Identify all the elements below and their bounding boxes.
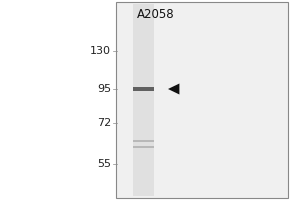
Text: 55: 55 <box>97 159 111 169</box>
Polygon shape <box>168 84 179 95</box>
Bar <box>116 2 288 198</box>
Text: 72: 72 <box>97 118 111 128</box>
Bar <box>134 87 154 91</box>
Text: 130: 130 <box>90 46 111 56</box>
Bar <box>134 4 154 196</box>
Bar <box>134 140 154 142</box>
Bar <box>134 146 154 148</box>
Text: 95: 95 <box>97 84 111 94</box>
Text: A2058: A2058 <box>137 8 175 21</box>
